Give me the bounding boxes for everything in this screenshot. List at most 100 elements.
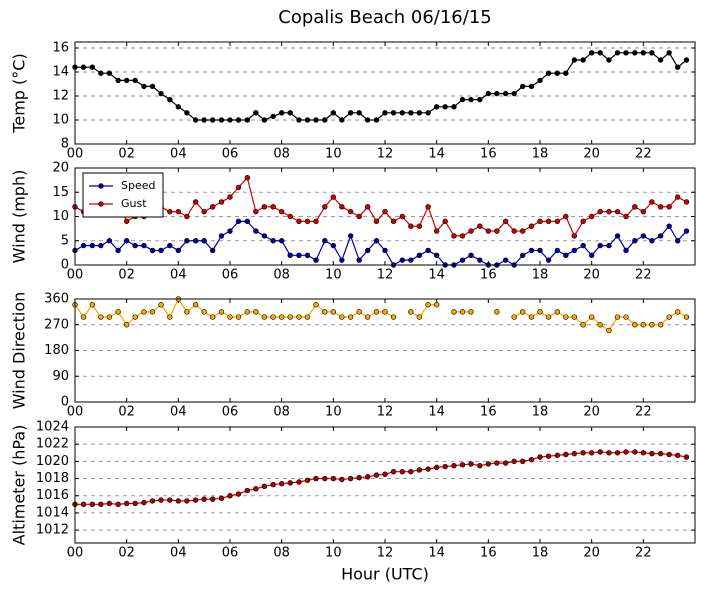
data-point <box>158 247 164 254</box>
data-point <box>270 481 276 488</box>
data-point <box>89 64 96 70</box>
data-point <box>296 314 302 320</box>
data-point <box>399 468 406 475</box>
data-point <box>287 314 293 320</box>
data-point <box>373 238 380 244</box>
data-point <box>623 50 629 56</box>
data-point <box>606 208 612 215</box>
data-point <box>606 327 612 334</box>
legend-marker <box>98 201 104 207</box>
data-point <box>278 314 285 320</box>
data-point <box>313 218 319 225</box>
data-point <box>235 184 242 191</box>
y-tick-label: 90 <box>52 369 69 384</box>
data-point <box>494 460 500 466</box>
data-point <box>313 257 319 263</box>
data-point <box>614 450 621 456</box>
data-point <box>683 199 690 205</box>
data-point <box>356 110 362 116</box>
data-point <box>347 314 354 320</box>
data-point <box>554 452 561 459</box>
data-point <box>640 50 647 56</box>
x-tick-label: 18 <box>532 147 549 162</box>
data-point <box>364 117 371 123</box>
x-tick-label: 10 <box>325 268 342 283</box>
data-point <box>459 309 466 315</box>
data-point <box>261 204 268 210</box>
data-point <box>468 461 474 467</box>
data-point <box>184 309 190 315</box>
x-tick-label: 12 <box>377 546 394 561</box>
data-point <box>657 450 664 457</box>
data-point <box>235 117 242 123</box>
x-tick-label: 22 <box>635 147 652 162</box>
data-point <box>580 57 586 63</box>
data-point <box>382 247 388 254</box>
data-point <box>554 247 561 254</box>
x-tick-label: 06 <box>222 546 239 561</box>
data-point <box>571 57 578 63</box>
data-point <box>278 481 285 487</box>
data-point <box>347 110 354 116</box>
x-axis-title: Hour (UTC) <box>341 565 429 584</box>
data-point <box>98 70 104 76</box>
data-point <box>322 475 328 482</box>
data-point <box>623 449 629 455</box>
x-tick-label: 00 <box>67 268 84 283</box>
data-point <box>339 314 345 320</box>
data-point <box>227 117 233 123</box>
x-tick-label: 16 <box>480 405 497 420</box>
x-tick-label: 22 <box>635 405 652 420</box>
data-point <box>278 238 285 244</box>
data-point <box>545 314 552 320</box>
x-tick-label: 04 <box>170 268 187 283</box>
data-point <box>537 309 543 315</box>
data-point <box>597 322 603 328</box>
data-point <box>235 491 242 497</box>
x-tick-label: 06 <box>222 405 239 420</box>
data-point <box>235 314 242 320</box>
data-point <box>606 450 612 456</box>
data-point <box>80 242 87 249</box>
data-point <box>106 314 113 320</box>
data-point <box>606 242 612 249</box>
data-point <box>632 50 638 56</box>
data-point <box>382 309 388 315</box>
data-point <box>192 497 199 503</box>
data-point <box>571 233 578 239</box>
data-point <box>683 228 690 234</box>
x-tick-label: 14 <box>428 147 445 162</box>
plot-frame <box>74 298 696 403</box>
y-tick-label: 1018 <box>36 471 69 486</box>
data-point <box>649 199 655 205</box>
data-point <box>356 474 362 481</box>
data-point <box>442 463 448 470</box>
data-point <box>123 500 130 507</box>
data-point <box>201 309 207 315</box>
plot-frame <box>74 41 696 145</box>
data-point <box>287 252 293 259</box>
data-point <box>485 90 492 97</box>
data-point <box>115 501 121 508</box>
data-point <box>89 302 96 308</box>
y-tick-label: 1012 <box>36 523 69 538</box>
data-point <box>313 475 319 482</box>
data-point <box>296 252 302 259</box>
data-point <box>382 110 388 116</box>
data-point <box>322 238 328 244</box>
data-point <box>209 247 216 254</box>
data-point <box>399 257 406 263</box>
data-point <box>304 218 311 225</box>
legend-box <box>82 172 164 218</box>
y-tick-label: 1020 <box>36 454 69 469</box>
data-point <box>554 218 561 225</box>
data-point <box>373 218 380 225</box>
data-point <box>149 247 156 254</box>
data-point <box>408 468 414 475</box>
data-point <box>123 238 130 244</box>
legend-label: Gust <box>121 197 147 210</box>
x-tick-label: 04 <box>170 546 187 561</box>
data-point <box>459 96 466 103</box>
x-tick-label: 10 <box>325 405 342 420</box>
data-point <box>563 213 569 220</box>
